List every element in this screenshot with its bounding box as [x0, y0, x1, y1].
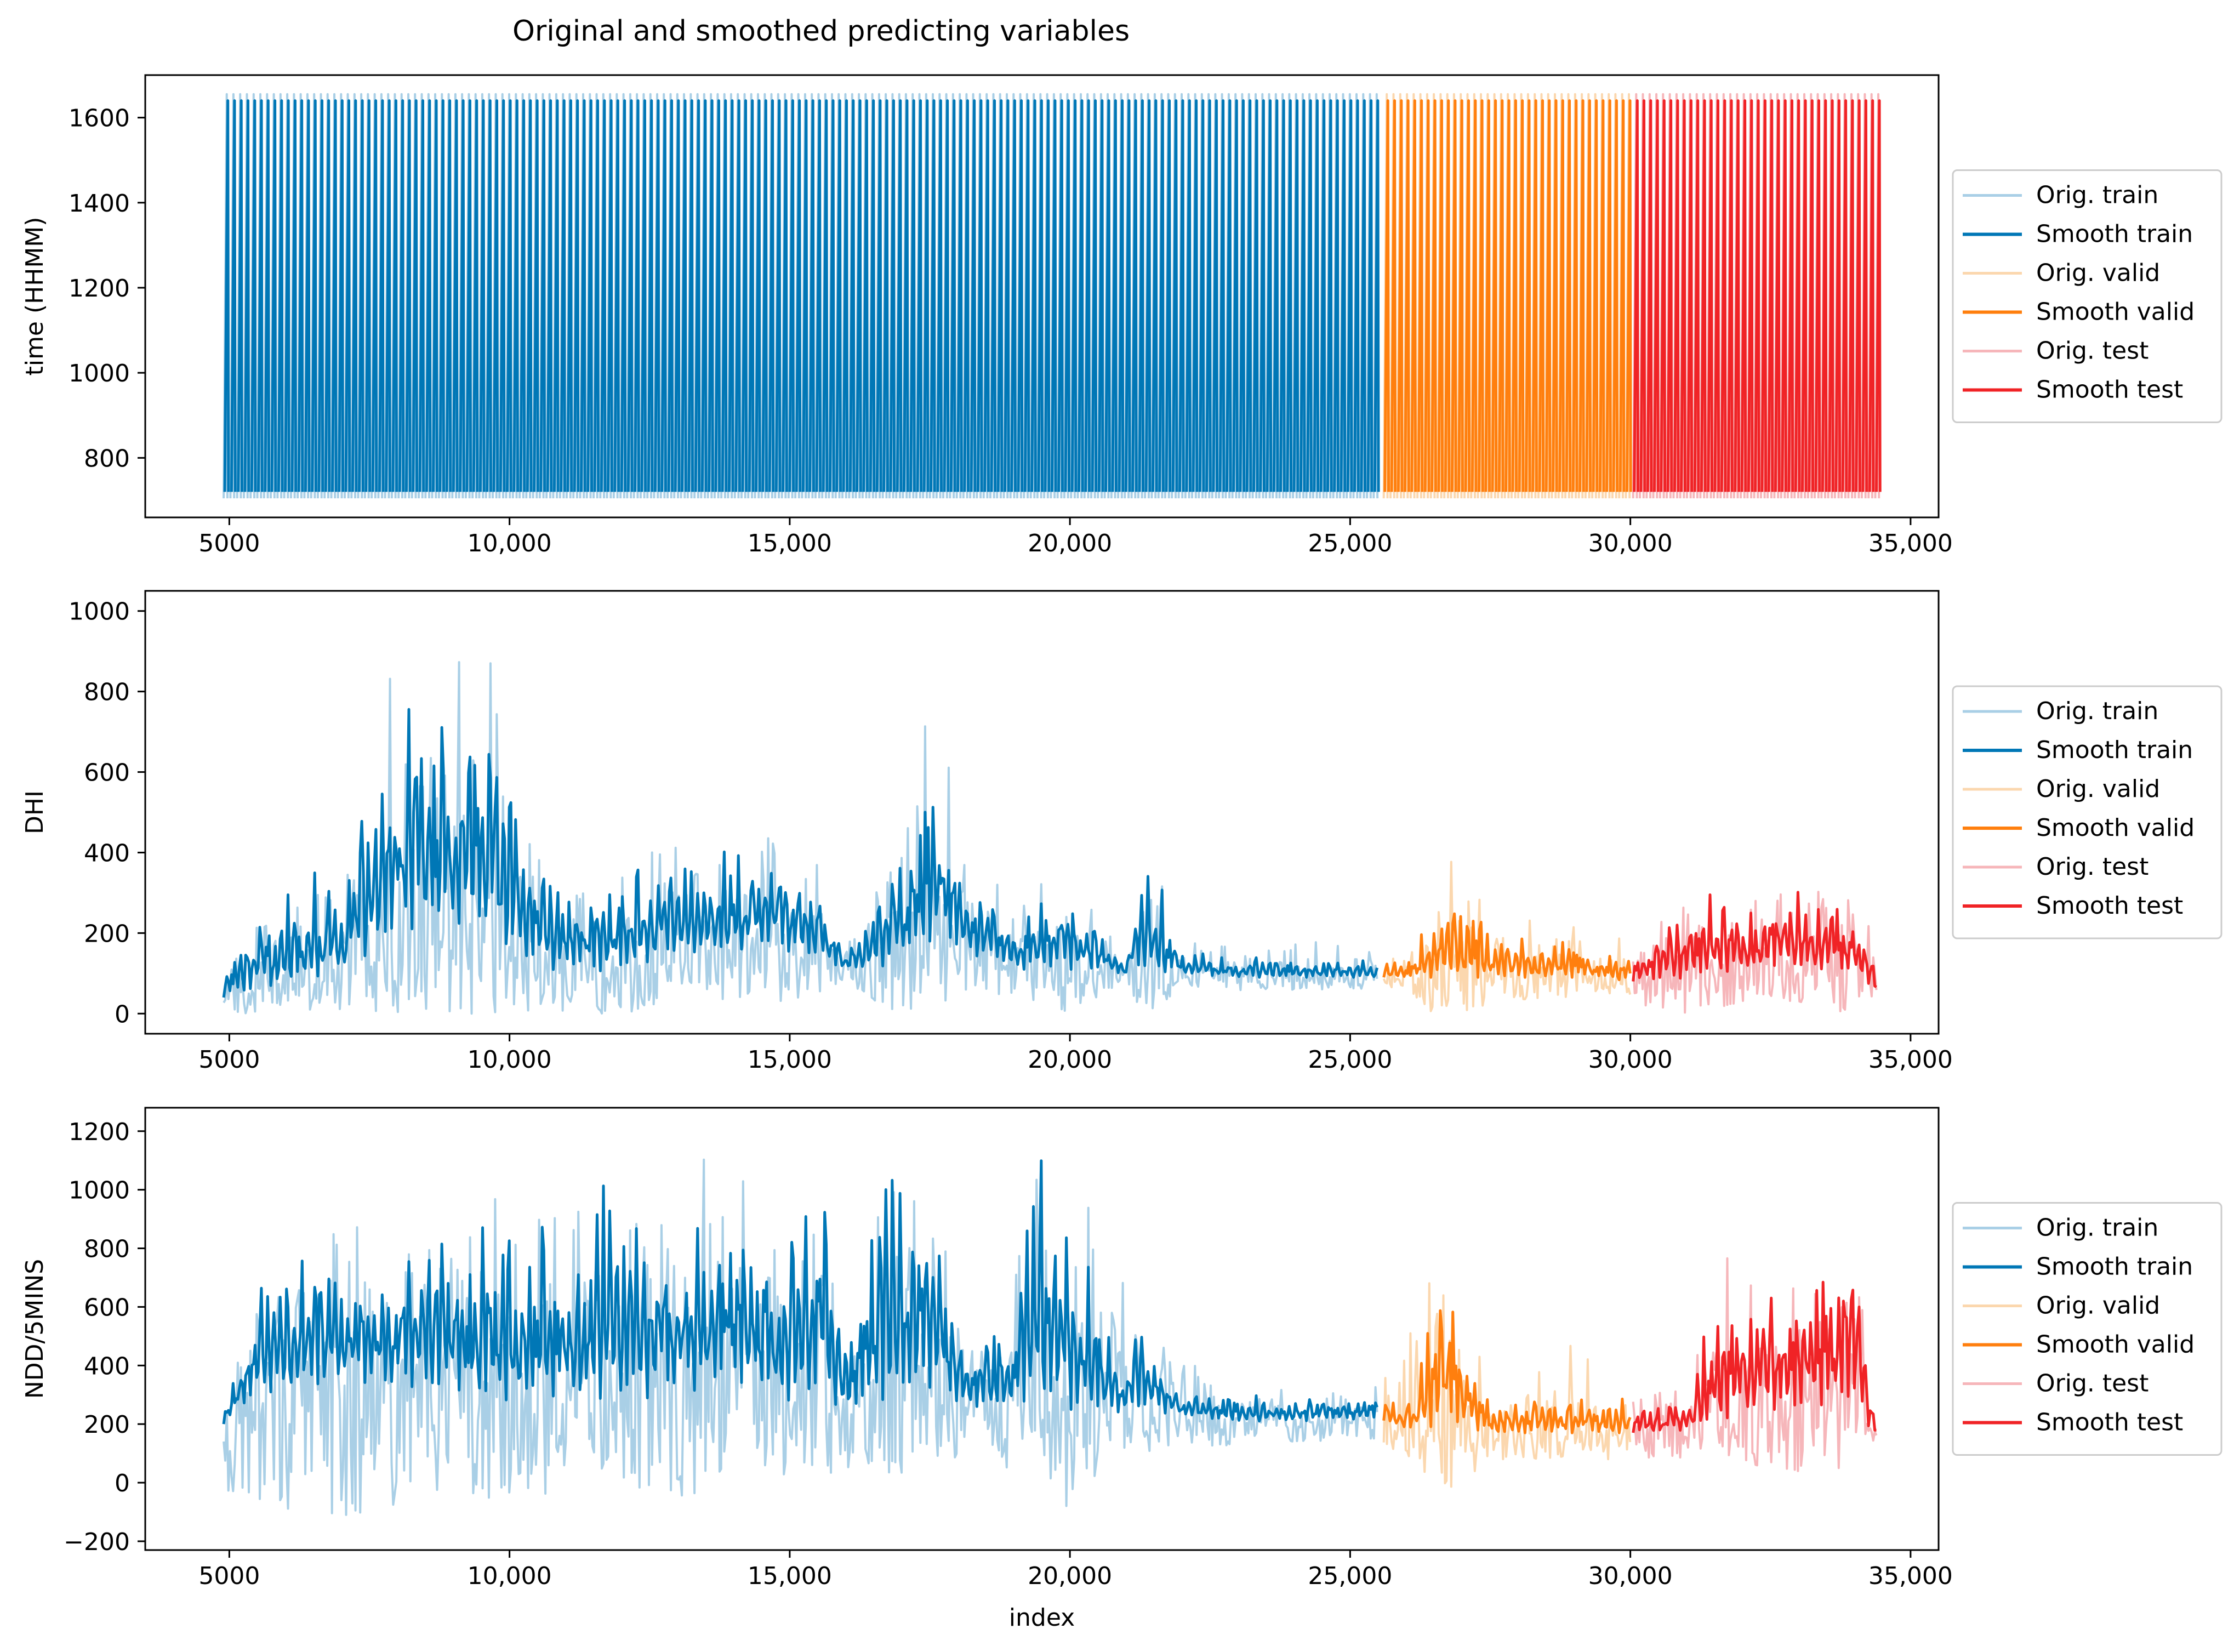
- panel-time-legend-label: Orig. train: [2036, 181, 2158, 209]
- panel-ndd-xtick-label: 30,000: [1588, 1562, 1673, 1590]
- panel-dhi-xtick-label: 25,000: [1308, 1046, 1392, 1074]
- panel-time-ytick-label: 1000: [69, 360, 130, 388]
- panel-dhi-ytick-label: 0: [115, 1000, 130, 1028]
- panel-ndd-ytick-label: 0: [115, 1469, 130, 1497]
- panel-ndd-ylabel: NDD/5MINS: [21, 1259, 49, 1399]
- panel-dhi-xtick-label: 5000: [198, 1046, 260, 1074]
- panel-time-legend-label: Orig. valid: [2036, 259, 2160, 287]
- panel-ndd-xtick-label: 15,000: [748, 1562, 832, 1590]
- panel-dhi-smooth-valid-line: [1382, 912, 1632, 982]
- panel-ndd-ytick-label: 400: [84, 1352, 130, 1380]
- panel-time-legend-label: Smooth train: [2036, 220, 2193, 248]
- panel-dhi-legend-label: Orig. test: [2036, 853, 2148, 881]
- panel-time-ytick-label: 800: [84, 445, 130, 472]
- panel-ndd-ytick-label: −200: [64, 1528, 130, 1556]
- panel-dhi-xtick-label: 20,000: [1028, 1046, 1112, 1074]
- panel-time-yticks: 800 1000 1200 1400 1600: [69, 105, 145, 472]
- panel-time-legend-label: Smooth test: [2036, 376, 2183, 404]
- panel-ndd-ytick-label: 600: [84, 1294, 130, 1321]
- panel-dhi-smooth-train-line: [222, 708, 1378, 998]
- panel-dhi-smooth-test-line: [1632, 891, 1877, 988]
- panel-ndd-orig-valid-line: [1382, 1282, 1632, 1488]
- panel-dhi-xticks: 5000 10,000 15,000 20,000 25,000 30,000 35,000: [198, 1034, 1953, 1074]
- panel-time-orig-valid-line: [1382, 93, 1631, 499]
- panel-ndd-xtick-label: 5000: [198, 1562, 260, 1590]
- panel-time-xtick-label: 15,000: [748, 529, 832, 557]
- panel-dhi-xtick-label: 35,000: [1868, 1046, 1953, 1074]
- panel-time-legend-label: Orig. test: [2036, 337, 2148, 365]
- panel-ndd-frame: [144, 1107, 1940, 1551]
- panel-time-smooth-train-line: [223, 99, 1380, 492]
- panel-dhi: 5000 10,000 15,000 20,000 25,000 30,000 35,000…: [21, 590, 2222, 1074]
- panel-ndd-orig-train-line: [223, 1158, 1378, 1516]
- panel-ndd-legend-label: Orig. test: [2036, 1370, 2148, 1398]
- panel-time-xtick-label: 20,000: [1028, 529, 1112, 557]
- panel-ndd-smooth-train-line: [222, 1159, 1378, 1425]
- panel-ndd-legend-label: Smooth valid: [2036, 1331, 2195, 1359]
- panel-ndd-legend-label: Orig. train: [2036, 1214, 2158, 1242]
- panel-time-ytick-label: 1200: [69, 275, 130, 303]
- panel-dhi-legend-label: Smooth valid: [2036, 814, 2195, 842]
- panel-ndd-xticks: 5000 10,000 15,000 20,000 25,000 30,000 35,000: [198, 1550, 1953, 1590]
- panel-ndd-legend: Orig. train Smooth train Orig. valid Smooth…: [1952, 1202, 2222, 1456]
- panel-time-legend: Orig. train Smooth train Orig. valid Smooth…: [1952, 169, 2222, 423]
- panel-time-xtick-label: 25,000: [1308, 529, 1392, 557]
- panel-dhi-ylabel: DHI: [21, 790, 49, 834]
- panel-time-xticks: 5000 10,000 15,000 20,000 25,000 30,000 35,000: [198, 517, 1953, 557]
- panel-dhi-legend-label: Orig. train: [2036, 697, 2158, 725]
- panel-time-series: [223, 93, 1882, 499]
- panel-dhi-ytick-label: 400: [84, 839, 130, 867]
- panel-dhi-ytick-label: 200: [84, 920, 130, 948]
- panel-ndd-legend-label: Smooth test: [2036, 1409, 2183, 1437]
- panel-time-xtick-label: 30,000: [1588, 529, 1673, 557]
- panel-time-xtick-label: 5000: [198, 529, 260, 557]
- panel-ndd-ytick-label: 800: [84, 1235, 130, 1263]
- panel-dhi-legend-label: Smooth train: [2036, 736, 2193, 764]
- panel-time-ytick-label: 1400: [69, 190, 130, 218]
- panel-ndd-xtick-label: 25,000: [1308, 1562, 1392, 1590]
- panel-dhi-ytick-label: 1000: [69, 598, 130, 626]
- panel-time-xtick-label: 35,000: [1868, 529, 1953, 557]
- panel-ndd-ytick-label: 1200: [69, 1118, 130, 1146]
- panel-time-ytick-label: 1600: [69, 105, 130, 133]
- panel-dhi-ytick-label: 600: [84, 759, 130, 787]
- panel-ndd-xtick-label: 10,000: [468, 1562, 552, 1590]
- panel-ndd-xtick-label: 35,000: [1868, 1562, 1953, 1590]
- panel-ndd: 5000 10,000 15,000 20,000 25,000 30,000 35,000…: [21, 1107, 2222, 1590]
- figure-title: Original and smoothed predicting variabl…: [512, 15, 1130, 48]
- panel-dhi-legend-label: Orig. valid: [2036, 775, 2160, 803]
- x-axis-label: index: [1009, 1604, 1075, 1632]
- panel-dhi-xtick-label: 15,000: [748, 1046, 832, 1074]
- panel-ndd-ytick-label: 200: [84, 1411, 130, 1439]
- panel-ndd-series: [222, 1158, 1878, 1516]
- panel-time-smooth-test-line: [1633, 99, 1882, 492]
- panel-ndd-ytick-label: 1000: [69, 1177, 130, 1205]
- panel-dhi-xtick-label: 30,000: [1588, 1046, 1673, 1074]
- panel-dhi-xtick-label: 10,000: [468, 1046, 552, 1074]
- panel-time-xtick-label: 10,000: [468, 529, 552, 557]
- panel-ndd-yticks: −200 0 200 400 600 800 1000 1200: [64, 1118, 145, 1556]
- panel-dhi-legend-label: Smooth test: [2036, 892, 2183, 920]
- panel-time-ylabel: time (HHMM): [21, 217, 49, 376]
- panel-time-smooth-valid-line: [1383, 99, 1632, 492]
- panel-time-orig-test-line: [1632, 93, 1880, 499]
- panel-time-legend-label: Smooth valid: [2036, 298, 2195, 326]
- panel-dhi-frame: [144, 590, 1940, 1035]
- panel-ndd-legend-label: Smooth train: [2036, 1253, 2193, 1281]
- panel-dhi-yticks: 0 200 400 600 800 1000: [69, 598, 145, 1028]
- panel-ndd-xtick-label: 20,000: [1028, 1562, 1112, 1590]
- panel-dhi-orig-valid-line: [1382, 861, 1632, 1012]
- panel-time: 5000 10,000 15,000 20,000 25,000 30,000 35,000…: [21, 74, 2222, 557]
- panel-dhi-series: [222, 661, 1878, 1015]
- panel-ndd-smooth-valid-line: [1382, 1309, 1632, 1434]
- panel-dhi-legend: Orig. train Smooth train Orig. valid Smooth…: [1952, 685, 2222, 939]
- panel-ndd-smooth-test-line: [1632, 1280, 1877, 1433]
- panel-time-orig-train-line: [223, 93, 1379, 499]
- panel-time-frame: [144, 74, 1940, 519]
- panel-dhi-ytick-label: 800: [84, 679, 130, 707]
- panel-ndd-legend-label: Orig. valid: [2036, 1292, 2160, 1320]
